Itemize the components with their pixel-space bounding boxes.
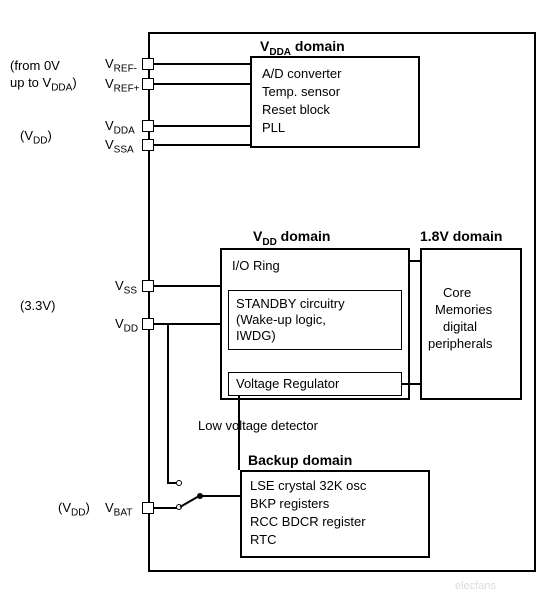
range-label-2: up to VDDA) <box>10 75 77 95</box>
vdda-domain-title: VDDA domain <box>260 38 345 58</box>
pin-vssa-label: VSSA <box>105 137 134 157</box>
pin-vss <box>142 280 154 292</box>
vreg-label: Voltage Regulator <box>236 376 339 392</box>
vdd-paren-2: (VDD) <box>58 500 90 520</box>
vdd-paren-1: (VDD) <box>20 128 52 148</box>
pin-vssa <box>142 139 154 151</box>
line-vss <box>154 285 220 287</box>
pin-vss-label: VSS <box>115 278 137 298</box>
watermark: elecfans <box>455 580 496 592</box>
backup-domain-title: Backup domain <box>248 452 352 468</box>
standby-3: IWDG) <box>236 328 276 344</box>
line-vref-plus <box>154 83 250 85</box>
v18-item-2: digital <box>443 319 477 335</box>
line-vssa <box>154 144 250 146</box>
vdda-item-2: Reset block <box>262 102 330 118</box>
range-label-1: (from 0V <box>10 58 60 74</box>
pin-vdd-label: VDD <box>115 316 138 336</box>
pin-vref-minus-label: VREF- <box>105 56 137 76</box>
standby-2: (Wake-up logic, <box>236 312 326 328</box>
line-vbat <box>154 507 177 509</box>
diagram-root: (from 0V up to VDDA) (VDD) (3.3V) (VDD) … <box>0 0 556 607</box>
vdda-item-3: PLL <box>262 120 285 136</box>
line-vdda <box>154 125 250 127</box>
line-switch-out <box>201 495 240 497</box>
pin-vdd <box>142 318 154 330</box>
pin-vref-plus <box>142 78 154 90</box>
backup-item-3: RTC <box>250 532 276 548</box>
pin-vbat <box>142 502 154 514</box>
backup-item-0: LSE crystal 32K osc <box>250 478 366 494</box>
line-vref-minus <box>154 63 250 65</box>
vdda-item-0: A/D converter <box>262 66 341 82</box>
v18-item-0: Core <box>443 285 471 301</box>
pin-vref-minus <box>142 58 154 70</box>
io-ring-label: I/O Ring <box>232 258 280 274</box>
pin-vbat-label: VBAT <box>105 500 132 520</box>
line-lvd-to-backup <box>238 432 240 470</box>
v18-item-3: peripherals <box>428 336 492 352</box>
vdd-domain-title: VDD domain <box>253 228 330 248</box>
v18-domain-title: 1.8V domain <box>420 228 502 244</box>
v33-label: (3.3V) <box>20 298 55 314</box>
pin-vref-plus-label: VREF+ <box>105 76 140 96</box>
standby-1: STANDBY circuitry <box>236 296 345 312</box>
line-vdd-18v-top <box>410 260 420 262</box>
line-vdd <box>154 323 220 325</box>
lvd-label: Low voltage detector <box>198 418 318 434</box>
v18-item-1: Memories <box>435 302 492 318</box>
line-vdd-down <box>167 325 169 483</box>
vdda-item-1: Temp. sensor <box>262 84 340 100</box>
switch-pole-vdd <box>176 480 182 486</box>
backup-item-1: BKP registers <box>250 496 329 512</box>
pin-vdda <box>142 120 154 132</box>
line-vreg-18v <box>402 383 420 385</box>
backup-item-2: RCC BDCR register <box>250 514 366 530</box>
pin-vdda-label: VDDA <box>105 118 135 138</box>
